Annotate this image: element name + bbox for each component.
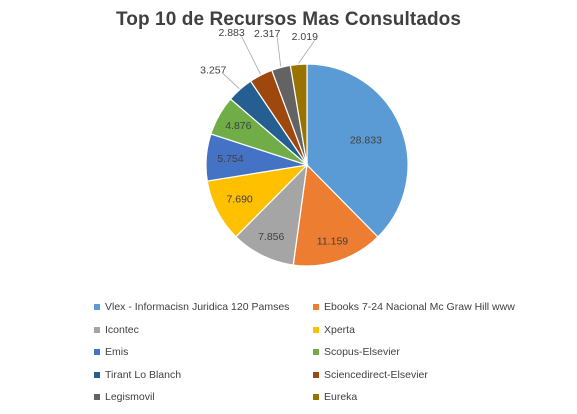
pie-slice-ebooks-7-24-nacional-mc-graw-hill-www xyxy=(292,163,379,267)
data-label-sciencedirect-elsevier: 2.883 xyxy=(218,27,244,39)
data-label-eureka: 2.019 xyxy=(292,31,318,43)
data-label-ebooks-7-24-nacional-mc-graw-hill-www: 11.159 xyxy=(317,235,348,247)
legend-label: Icontec xyxy=(105,323,139,336)
legend-label: Vlex - Informacisn Juridica 120 Pamses xyxy=(105,301,290,313)
legend-swatch xyxy=(94,371,100,378)
legend-label: Legismovil xyxy=(105,391,155,403)
legend-swatch xyxy=(313,304,319,310)
data-label-emis: 5.754 xyxy=(217,153,243,165)
legend-swatch xyxy=(313,349,319,355)
data-label-tirant-lo-blanch: 3.257 xyxy=(200,65,226,77)
chart-legend: Vlex - Informacisn Juridica 120 Pamses Eb… xyxy=(94,299,554,409)
legend-swatch xyxy=(94,394,100,400)
legend-item-xperta: Xperta xyxy=(313,322,355,338)
data-label-icontec: 7.856 xyxy=(258,231,284,243)
legend-item-ebooks-7-24-nacional-mc-graw-hill-www: Ebooks 7-24 Nacional Mc Graw Hill www xyxy=(313,299,515,315)
legend-item-eureka: Eureka xyxy=(313,389,357,405)
legend-swatch xyxy=(94,304,100,310)
legend-swatch xyxy=(313,394,319,400)
legend-label: Xperta xyxy=(324,323,355,336)
leader-line-eureka xyxy=(298,39,316,64)
legend-label: Emis xyxy=(105,346,129,358)
chart-title: Top 10 de Recursos Mas Consultados xyxy=(115,9,462,30)
leader-line-legismovil xyxy=(276,37,282,67)
data-label-legismovil: 2.317 xyxy=(254,28,280,40)
data-label-vlex-informacisn-juridica-120-pamses: 28.833 xyxy=(350,135,382,147)
legend-item-legismovil: Legismovil xyxy=(94,389,155,405)
leader-line-sciencedirect-elsevier xyxy=(241,36,261,75)
pie-slice-vlex-informacisn-juridica-120-pamses xyxy=(306,63,409,238)
legend-item-scopus-elsevier: Scopus-Elsevier xyxy=(313,344,400,360)
legend-label: Scopus-Elsevier xyxy=(324,346,400,358)
legend-label: Sciencedirect-Elsevier xyxy=(324,368,428,381)
legend-item-vlex-informacisn-juridica-120-pamses: Vlex - Informacisn Juridica 120 Pamses xyxy=(94,299,289,315)
legend-item-icontec: Icontec xyxy=(94,322,139,338)
legend-swatch xyxy=(313,371,319,378)
pie-slice-eureka xyxy=(289,63,308,166)
legend-swatch xyxy=(94,326,100,333)
legend-item-sciencedirect-elsevier: Sciencedirect-Elsevier xyxy=(313,367,428,383)
data-label-xperta: 7.690 xyxy=(226,193,252,205)
legend-label: Eureka xyxy=(324,391,358,403)
data-label-scopus-elsevier: 4.876 xyxy=(225,120,251,132)
legend-swatch xyxy=(313,326,319,333)
legend-label: Tirant Lo Blanch xyxy=(105,368,182,381)
legend-item-tirant-lo-blanch: Tirant Lo Blanch xyxy=(94,367,181,383)
legend-item-emis: Emis xyxy=(94,344,128,360)
leader-line-tirant-lo-blanch xyxy=(222,73,240,89)
legend-label: Ebooks 7-24 Nacional Mc Graw Hill www xyxy=(324,301,515,313)
legend-swatch xyxy=(94,349,100,355)
